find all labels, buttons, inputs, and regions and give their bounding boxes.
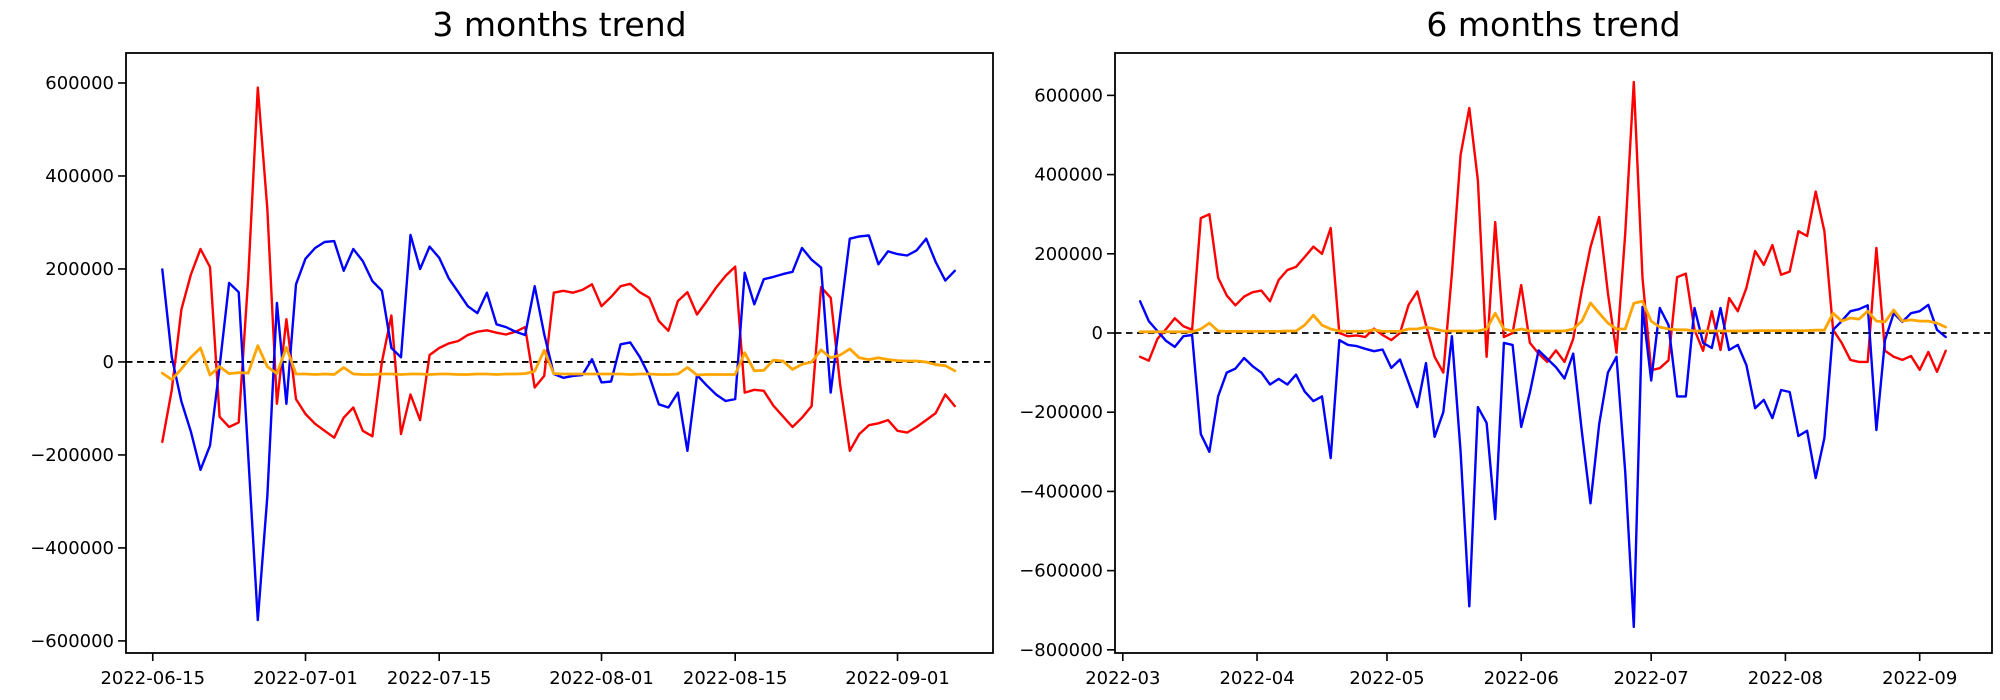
series-red-line (1138, 80, 1947, 374)
chart-title-3-months: 3 months trend (432, 5, 687, 44)
y-tick-label: −400000 (1019, 481, 1103, 502)
x-tick-label: 2022-06-15 (100, 668, 205, 689)
y-tick-label: 400000 (1034, 165, 1103, 186)
x-tick-label: 2022-06 (1484, 668, 1559, 689)
series-blue-line (1138, 300, 1947, 629)
x-axis: 2022-03 2022-04 2022-05 2022-06 2022-07 2022-… (1085, 653, 1957, 689)
y-tick-label: 600000 (1034, 85, 1103, 106)
plot-border (1114, 52, 1993, 654)
y-tick-label: 200000 (1034, 244, 1103, 265)
x-tick-label: 2022-03 (1085, 668, 1160, 689)
series-blue-line (161, 233, 956, 622)
y-tick-label: −200000 (30, 445, 114, 466)
y-tick-label: −200000 (1019, 402, 1103, 423)
y-tick-label: 0 (1092, 323, 1103, 344)
x-tick-label: 2022-09 (1882, 668, 1957, 689)
y-tick-label: −400000 (30, 538, 114, 559)
y-tick-label: 400000 (45, 166, 114, 187)
y-tick-label: −600000 (1019, 561, 1103, 582)
x-tick-label: 2022-04 (1219, 668, 1294, 689)
x-tick-label: 2022-08-01 (549, 668, 654, 689)
x-tick-label: 2022-08 (1748, 668, 1823, 689)
series-orange-line (1138, 299, 1948, 334)
x-tick-label: 2022-07-01 (253, 668, 358, 689)
x-tick-label: 2022-07-15 (387, 668, 492, 689)
x-axis: 2022-06-15 2022-07-01 2022-07-15 2022-08-01… (100, 653, 950, 689)
x-tick-label: 2022-08-15 (683, 668, 788, 689)
chart-title-6-months: 6 months trend (1426, 5, 1681, 44)
x-tick-label: 2022-05 (1349, 668, 1424, 689)
y-tick-label: 0 (103, 352, 114, 373)
y-axis: 600000 400000 200000 0 −200000 −400000 −600000 (30, 73, 126, 652)
y-tick-label: 600000 (45, 73, 114, 94)
y-tick-label: −600000 (30, 631, 114, 652)
x-tick-label: 2022-07 (1614, 668, 1689, 689)
plot-area-6-months: 600000 400000 200000 0 −200000 −400000 −600000… (1019, 52, 1993, 689)
y-tick-label: 200000 (45, 259, 114, 280)
series-red-line (161, 86, 956, 452)
y-tick-label: −800000 (1019, 640, 1103, 661)
plot-border (125, 52, 994, 654)
x-tick-label: 2022-09-01 (845, 668, 950, 689)
y-axis: 600000 400000 200000 0 −200000 −400000 −600000… (1019, 85, 1115, 661)
plot-area-3-months: 600000 400000 200000 0 −200000 −400000 −600000… (30, 52, 994, 689)
series-orange-line (160, 344, 957, 382)
